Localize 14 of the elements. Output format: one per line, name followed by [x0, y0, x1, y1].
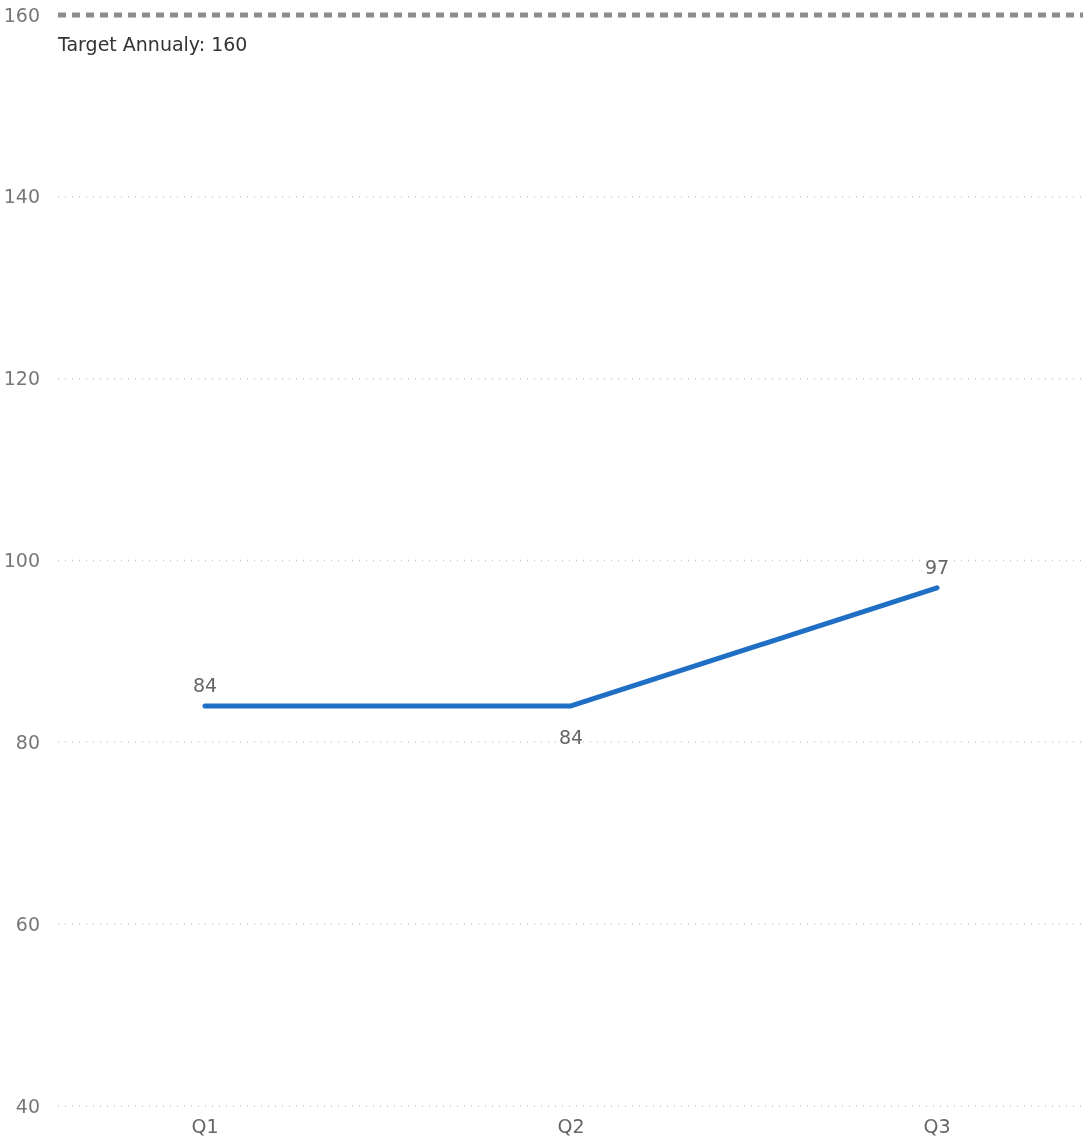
y-tick-label: 120 [3, 367, 40, 390]
y-tick-label: 160 [3, 3, 40, 26]
x-tick-label: Q3 [923, 1115, 951, 1137]
y-tick-label: 60 [15, 912, 40, 935]
y-tick-label: 40 [15, 1094, 40, 1117]
ref-line-label: Target Annualy: 160 [57, 33, 248, 55]
x-tick-label: Q2 [557, 1115, 585, 1137]
x-tick-label: Q1 [191, 1115, 219, 1137]
y-tick-label: 140 [3, 185, 40, 208]
y-tick-label: 80 [15, 730, 40, 753]
y-tick-label: 100 [3, 549, 40, 572]
data-label: 84 [192, 673, 218, 696]
data-label: 84 [558, 725, 584, 748]
data-label: 97 [924, 555, 950, 578]
